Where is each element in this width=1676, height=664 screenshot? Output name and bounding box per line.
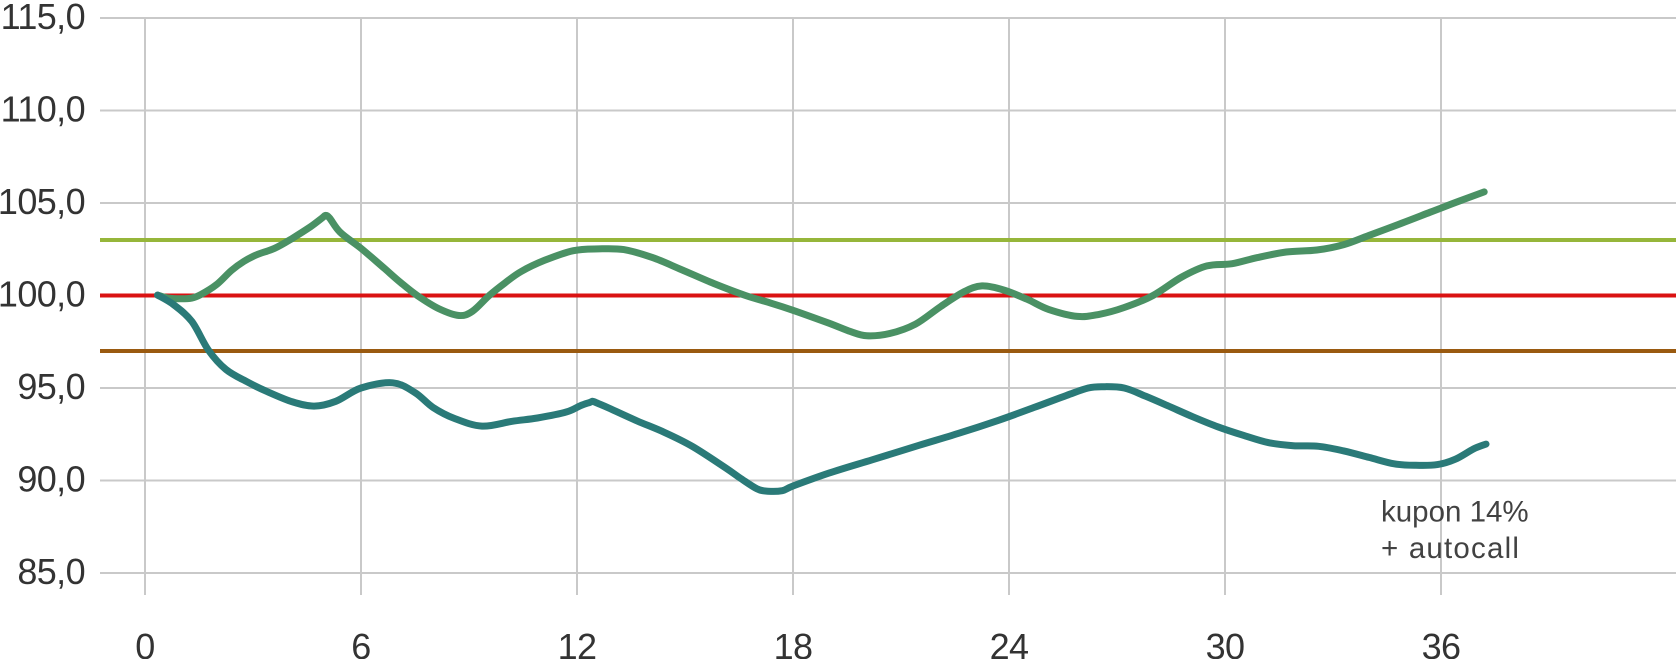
svg-text:12: 12	[558, 626, 597, 659]
svg-text:105,0: 105,0	[0, 181, 85, 222]
svg-text:6: 6	[351, 626, 370, 659]
svg-text:24: 24	[990, 626, 1029, 659]
svg-text:95,0: 95,0	[17, 366, 85, 407]
svg-text:30: 30	[1206, 626, 1245, 659]
svg-text:100,0: 100,0	[0, 274, 85, 315]
svg-text:115,0: 115,0	[1, 0, 85, 37]
svg-text:90,0: 90,0	[17, 459, 85, 500]
svg-text:+ autocall: + autocall	[1381, 532, 1520, 565]
svg-text:36: 36	[1422, 626, 1461, 659]
svg-text:kupon 14%: kupon 14%	[1381, 496, 1529, 529]
svg-text:18: 18	[774, 626, 813, 659]
svg-text:85,0: 85,0	[17, 551, 85, 592]
svg-text:110,0: 110,0	[1, 89, 85, 130]
svg-text:0: 0	[135, 626, 154, 659]
